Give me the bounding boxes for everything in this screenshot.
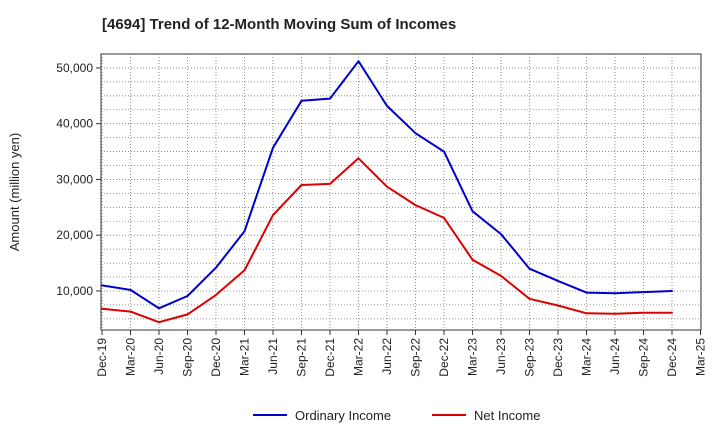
- grid-lines: [101, 54, 701, 330]
- y-tick-label: 50,000: [56, 61, 93, 75]
- x-tick-label: Sep-21: [295, 338, 309, 377]
- legend-label: Net Income: [474, 408, 540, 423]
- x-tick-label: Mar-22: [352, 338, 366, 376]
- x-tick-label: Sep-22: [409, 338, 423, 377]
- y-axis: 10,000 20,000 30,000 40,000 50,000: [56, 61, 101, 298]
- x-tick-label: Jun-24: [608, 338, 622, 375]
- x-axis: Dec-19 Mar-20 Jun-20 Sep-20 Dec-20 Mar-21 Jun-…: [95, 330, 708, 377]
- y-axis-title: Amount (million yen): [7, 133, 22, 252]
- x-tick-label: Mar-21: [238, 338, 252, 376]
- legend-label: Ordinary Income: [295, 408, 391, 423]
- legend: Ordinary Income Net Income: [253, 408, 540, 423]
- x-tick-label: Jun-21: [266, 338, 280, 375]
- x-tick-label: Dec-19: [95, 338, 109, 377]
- x-tick-label: Jun-22: [380, 338, 394, 375]
- x-tick-label: Dec-20: [209, 338, 223, 377]
- x-tick-label: Sep-23: [523, 338, 537, 377]
- x-tick-label: Mar-23: [466, 338, 480, 376]
- series-line-ordinary-income: [101, 60, 673, 310]
- y-tick-label: 10,000: [56, 284, 93, 298]
- x-tick-label: Jun-20: [152, 338, 166, 375]
- x-tick-label: Sep-20: [181, 338, 195, 377]
- x-tick-label: Dec-22: [437, 338, 451, 377]
- x-tick-label: Mar-24: [580, 338, 594, 376]
- y-tick-label: 20,000: [56, 228, 93, 242]
- x-tick-label: Mar-25: [694, 338, 708, 376]
- y-tick-label: 30,000: [56, 172, 93, 186]
- plot-area: [100, 53, 702, 331]
- series-layer: [101, 60, 673, 324]
- x-tick-label: Dec-24: [665, 338, 679, 377]
- y-tick-label: 40,000: [56, 117, 93, 131]
- series-line-net-income: [101, 157, 673, 324]
- chart-title: [4694] Trend of 12-Month Moving Sum of I…: [102, 16, 457, 33]
- x-tick-label: Jun-23: [494, 338, 508, 375]
- x-tick-label: Dec-21: [323, 338, 337, 377]
- x-tick-label: Sep-24: [637, 338, 651, 377]
- x-tick-label: Mar-20: [124, 338, 138, 376]
- x-tick-label: Dec-23: [551, 338, 565, 377]
